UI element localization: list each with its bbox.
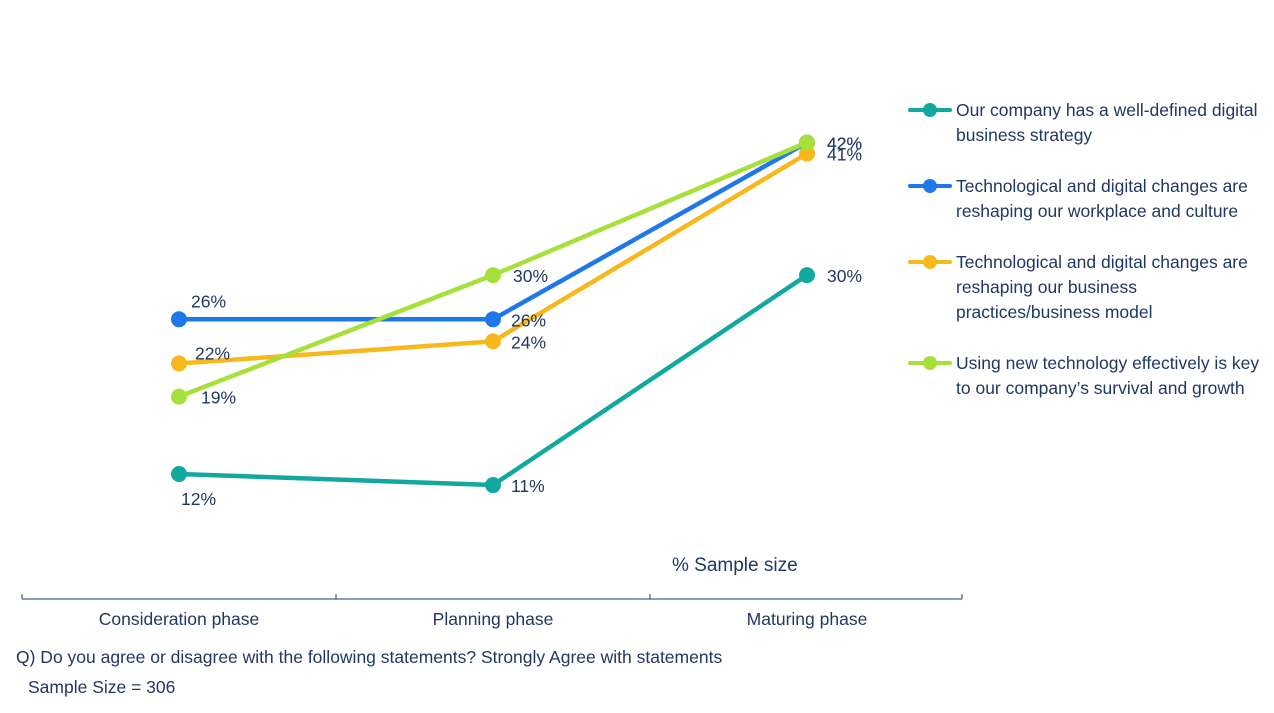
data-point	[485, 267, 501, 284]
data-point	[799, 145, 815, 162]
data-label: 30%	[827, 266, 862, 286]
legend-label: Technological and digital changes are re…	[956, 252, 1248, 322]
data-point	[485, 333, 501, 350]
data-label: 26%	[511, 310, 546, 330]
x-tick-label: Consideration phase	[98, 609, 260, 629]
legend-label: Technological and digital changes are re…	[956, 176, 1248, 221]
series-lines	[171, 134, 815, 494]
sample-size: Sample Size = 306	[28, 677, 176, 697]
data-point	[485, 311, 501, 328]
data-point	[485, 477, 501, 494]
data-label: 41%	[827, 145, 862, 165]
data-label: 26%	[191, 291, 226, 311]
data-labels: 12%11%30%26%26%42%22%24%41%19%30%42%	[181, 134, 862, 510]
data-label: 42%	[827, 134, 862, 154]
x-tick-label: Planning phase	[432, 609, 554, 629]
legend-swatch	[908, 356, 952, 370]
data-point	[171, 355, 187, 372]
legend-swatch	[908, 179, 952, 193]
legend-swatch	[908, 103, 952, 117]
series-line	[178, 151, 809, 366]
legend-item: Using new technology effectively is key …	[908, 351, 1268, 401]
legend-item: Our company has a well-defined digital b…	[908, 98, 1268, 148]
legend-swatch	[908, 255, 952, 269]
x-tick-label: Maturing phase	[746, 609, 868, 629]
series-line	[179, 140, 809, 322]
x-axis	[21, 594, 963, 600]
legend: Our company has a well-defined digital b…	[908, 98, 1268, 427]
legend-label: Using new technology effectively is key …	[956, 353, 1260, 398]
legend-label: Our company has a well-defined digital b…	[956, 100, 1258, 145]
x-axis-title: % Sample size	[672, 555, 798, 576]
legend-item: Technological and digital changes are re…	[908, 250, 1268, 325]
data-label: 11%	[511, 476, 545, 496]
data-point	[799, 134, 815, 151]
data-label: 12%	[181, 489, 216, 509]
data-label: 24%	[511, 332, 546, 352]
data-point	[799, 267, 815, 284]
data-label: 19%	[201, 388, 236, 408]
data-label: 30%	[513, 266, 548, 286]
data-label: 22%	[195, 344, 230, 364]
legend-item: Technological and digital changes are re…	[908, 174, 1268, 224]
survey-question: Q) Do you agree or disagree with the fol…	[16, 647, 723, 667]
series-line	[178, 273, 809, 488]
data-point	[171, 311, 187, 328]
data-label: 42%	[827, 134, 862, 154]
data-point	[171, 388, 187, 405]
data-point	[171, 466, 187, 482]
